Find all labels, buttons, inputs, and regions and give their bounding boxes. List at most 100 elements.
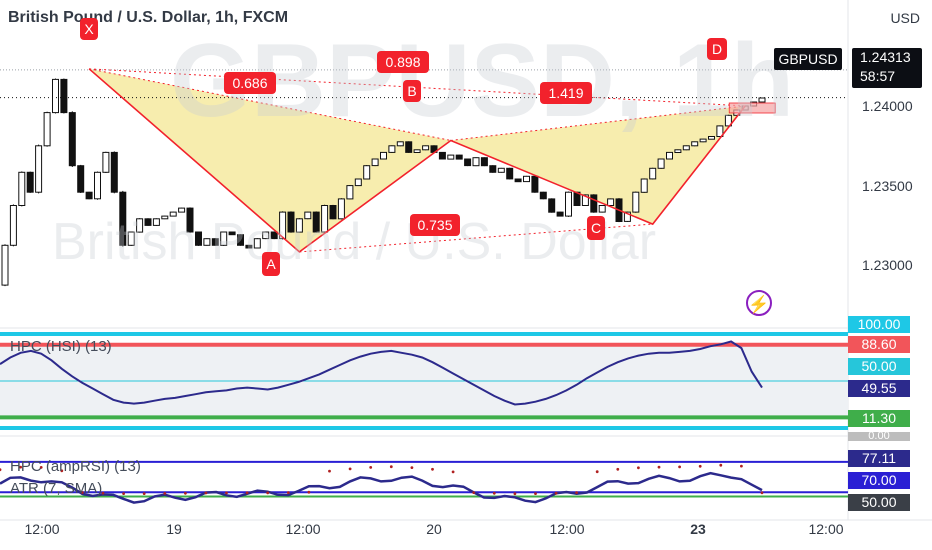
atr-dot: [101, 491, 105, 495]
candle-body: [438, 151, 446, 160]
candle-body: [304, 211, 312, 220]
candle-body: [708, 136, 715, 140]
candle-body: [649, 167, 657, 180]
candle-body: [497, 167, 505, 173]
ratio-label-xad[interactable]: 0.898: [377, 51, 429, 73]
candle-body: [43, 112, 51, 147]
candle-body: [52, 78, 59, 114]
pattern-point-b-label[interactable]: B: [403, 80, 421, 102]
candle-body: [161, 215, 169, 220]
candle-body: [405, 141, 413, 153]
candle-body: [371, 158, 379, 167]
price-tick-label: 1.23000: [862, 257, 913, 273]
candle-body: [144, 218, 152, 226]
ratio-label-xab[interactable]: 0.686: [224, 72, 276, 94]
time-tick-label: 20: [426, 521, 442, 537]
candle-body: [85, 191, 93, 200]
atr-dot: [472, 491, 476, 494]
atr-dot: [657, 465, 661, 469]
atr-dot: [389, 465, 393, 469]
candle-body: [9, 205, 17, 246]
hpc-hsi-pane[interactable]: [0, 332, 848, 430]
pattern-point-c-label[interactable]: C: [587, 216, 605, 240]
candle-body: [211, 238, 219, 246]
hsi-line: [0, 340, 763, 406]
atr-dot: [575, 491, 578, 494]
candle-body: [237, 234, 244, 246]
candle-body: [758, 97, 766, 103]
candle-body: [127, 231, 135, 246]
hsi-level-badge: 88.60: [848, 336, 910, 353]
candle-body: [598, 205, 606, 213]
candle-body: [480, 157, 488, 167]
bar-countdown: 58:57: [860, 68, 896, 84]
candle-body: [110, 151, 118, 193]
atr-dot: [184, 491, 187, 495]
atr-dot: [451, 470, 455, 474]
candle-body: [321, 205, 329, 233]
candle-body: [489, 165, 497, 173]
last-price-value: 1.24313: [860, 49, 911, 65]
candle-body: [35, 145, 43, 193]
candle-body: [666, 151, 673, 160]
atr-dot: [534, 492, 537, 495]
atr-dot: [719, 463, 723, 467]
candle-body: [539, 191, 547, 200]
atr-dot: [328, 469, 331, 473]
candle-body: [337, 198, 345, 220]
amprsi-level-badge: 50.00: [848, 494, 910, 511]
pattern-point-a-label[interactable]: A: [262, 252, 280, 276]
candle-body: [119, 191, 127, 246]
candle-body: [94, 171, 101, 200]
candle-body: [674, 149, 682, 154]
candle-body: [724, 114, 732, 127]
price-pane[interactable]: [0, 68, 848, 287]
candle-body: [422, 145, 430, 151]
atr-dot: [513, 492, 517, 496]
candle-body: [380, 151, 387, 160]
atr-dot: [81, 491, 84, 494]
candle-body: [228, 231, 236, 236]
candle-body: [312, 211, 320, 233]
atr-dot: [245, 491, 249, 495]
atr-dot: [163, 492, 167, 495]
candle-body: [455, 154, 463, 160]
lightning-bolt-icon[interactable]: ⚡: [746, 290, 772, 316]
candle-body: [556, 211, 564, 217]
chart-title[interactable]: British Pound / U.S. Dollar, 1h, FXCM: [8, 9, 289, 26]
time-tick-label: 12:00: [808, 521, 844, 537]
atr-dot: [39, 466, 43, 469]
hpc-hsi-title[interactable]: HPC (HSI) (13): [10, 338, 112, 355]
atr-dot: [122, 492, 125, 495]
amprsi-level-badge: 70.00: [848, 472, 910, 489]
pattern-point-d-label[interactable]: D: [707, 38, 727, 60]
hsi-level-badge: 100.00: [848, 316, 910, 333]
atr-dot: [225, 491, 228, 495]
atr-dot: [204, 491, 208, 495]
ratio-label-abc[interactable]: 0.735: [410, 214, 460, 236]
time-tick-label: 12:00: [549, 521, 585, 537]
candle-body: [295, 218, 303, 233]
candle-body: [220, 231, 228, 246]
atr-dot: [698, 464, 702, 468]
amprsi-value-badge: 77.11: [848, 450, 910, 467]
atr-title[interactable]: ATR (7, SMA): [10, 480, 103, 497]
candle-body: [506, 167, 514, 180]
hpc-amprsi-pane[interactable]: [0, 460, 848, 504]
atr-dot: [286, 491, 290, 494]
candle-body: [413, 149, 421, 154]
candle-body: [590, 194, 598, 213]
currency-label[interactable]: USD: [890, 10, 920, 26]
hsi-level-badge: 11.30: [848, 410, 910, 427]
hpc-amprsi-title[interactable]: HPC (ampRSI) (13): [10, 458, 141, 475]
pattern-point-x-label[interactable]: X: [80, 18, 98, 40]
symbol-tag[interactable]: GBPUSD: [774, 48, 842, 70]
atr-dot: [19, 465, 22, 469]
candle-body: [245, 244, 253, 249]
candle-body: [169, 211, 177, 217]
ratio-label-bcd[interactable]: 1.419: [540, 82, 592, 104]
last-price-tag[interactable]: 1.24313 58:57: [852, 48, 922, 88]
candle-body: [354, 178, 362, 187]
